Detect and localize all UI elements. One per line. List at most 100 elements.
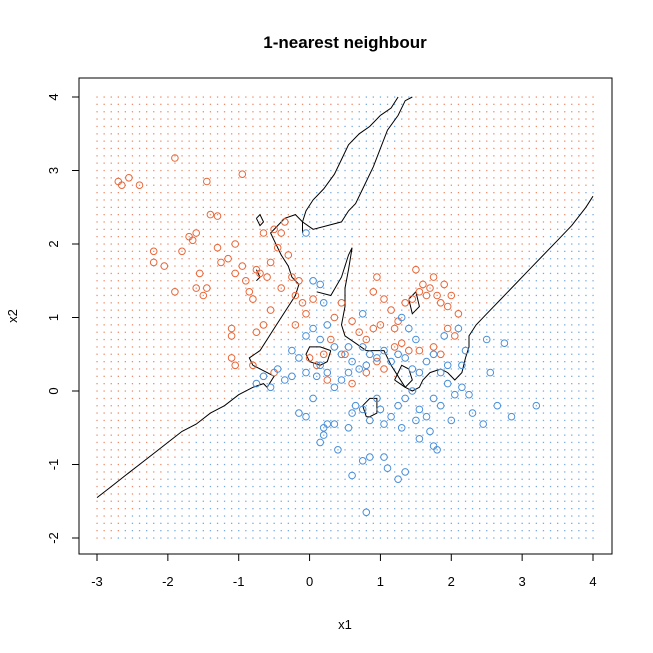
grid-dot: [188, 221, 190, 223]
grid-dot: [337, 162, 339, 164]
grid-dot: [521, 294, 523, 297]
grid-dot: [479, 294, 481, 297]
grid-dot: [479, 324, 481, 326]
grid-dot: [294, 405, 297, 407]
grid-dot: [188, 522, 190, 524]
grid-dot: [110, 419, 112, 422]
grid-dot: [571, 361, 573, 363]
grid-dot: [231, 162, 233, 164]
grid-dot: [209, 103, 212, 105]
grid-dot: [309, 125, 311, 128]
grid-dot: [287, 243, 289, 245]
grid-dot: [301, 302, 304, 304]
grid-dot: [493, 155, 495, 157]
grid-dot: [493, 265, 495, 267]
grid-dot: [535, 493, 537, 495]
grid-dot: [429, 169, 431, 172]
grid-dot: [557, 125, 559, 128]
grid-dot: [124, 302, 126, 304]
grid-dot: [266, 493, 268, 495]
grid-dot: [96, 228, 98, 230]
grid-dot: [500, 346, 502, 348]
grid-dot: [479, 383, 481, 385]
grid-dot: [564, 103, 566, 105]
y-tick-label: 3: [46, 167, 61, 174]
grid-dot: [167, 147, 169, 150]
grid-dot: [578, 118, 580, 120]
grid-dot: [124, 192, 126, 194]
grid-dot: [117, 331, 119, 333]
grid-dot: [202, 324, 204, 326]
grid-dot: [486, 522, 488, 524]
grid-dot: [535, 368, 537, 370]
grid-dot: [549, 250, 552, 252]
grid-dot: [280, 214, 282, 216]
grid-dot: [238, 221, 240, 223]
grid-dot: [457, 434, 460, 436]
grid-dot: [436, 522, 438, 524]
grid-dot: [436, 456, 438, 458]
grid-dot: [415, 250, 417, 252]
grid-dot: [457, 478, 460, 480]
grid-dot: [117, 118, 119, 120]
grid-dot: [372, 192, 374, 194]
grid-dot: [464, 287, 467, 289]
grid-dot: [245, 383, 247, 385]
grid-dot: [202, 515, 204, 517]
grid-dot: [174, 169, 176, 172]
grid-dot: [493, 309, 495, 311]
grid-dot: [479, 427, 481, 429]
grid-dot: [557, 162, 559, 164]
grid-dot: [287, 412, 289, 414]
data-point-class_b: [493, 401, 502, 410]
grid-dot: [337, 463, 339, 466]
grid-dot: [351, 103, 353, 105]
grid-dot: [323, 155, 325, 157]
grid-dot: [493, 192, 495, 194]
grid-dot: [535, 478, 537, 480]
grid-dot: [209, 155, 212, 157]
grid-dot: [500, 177, 502, 179]
grid-dot: [280, 272, 282, 275]
grid-dot: [273, 125, 275, 128]
grid-dot: [259, 316, 261, 319]
grid-dot: [379, 419, 382, 422]
grid-dot: [500, 522, 502, 524]
grid-dot: [259, 133, 261, 135]
grid-dot: [316, 309, 318, 311]
grid-dot: [167, 515, 169, 517]
grid-dot: [188, 508, 190, 510]
grid-dot: [493, 375, 495, 377]
grid-dot: [549, 302, 552, 304]
grid-dot: [110, 294, 112, 297]
grid-dot: [457, 493, 460, 495]
grid-dot: [457, 397, 460, 400]
grid-dot: [174, 316, 176, 319]
grid-dot: [209, 346, 212, 348]
grid-dot: [578, 405, 580, 407]
grid-dot: [103, 192, 105, 194]
grid-dot: [160, 302, 162, 304]
grid-dot: [514, 508, 516, 510]
grid-dot: [358, 485, 360, 488]
grid-dot: [195, 192, 197, 194]
grid-dot: [238, 199, 240, 201]
grid-dot: [507, 206, 509, 208]
grid-dot: [486, 515, 488, 517]
grid-dot: [415, 140, 417, 142]
grid-dot: [571, 324, 573, 326]
grid-dot: [422, 463, 424, 466]
grid-dot: [365, 471, 367, 473]
grid-dot: [521, 353, 523, 355]
grid-dot: [330, 515, 332, 517]
grid-dot: [528, 287, 530, 289]
grid-dot: [514, 361, 516, 363]
grid-dot: [252, 412, 254, 414]
grid-dot: [514, 140, 516, 142]
grid-dot: [528, 530, 530, 532]
grid-dot: [216, 412, 219, 414]
grid-dot: [195, 258, 197, 260]
grid-dot: [592, 133, 594, 135]
grid-dot: [131, 449, 134, 451]
grid-dot: [124, 434, 126, 436]
